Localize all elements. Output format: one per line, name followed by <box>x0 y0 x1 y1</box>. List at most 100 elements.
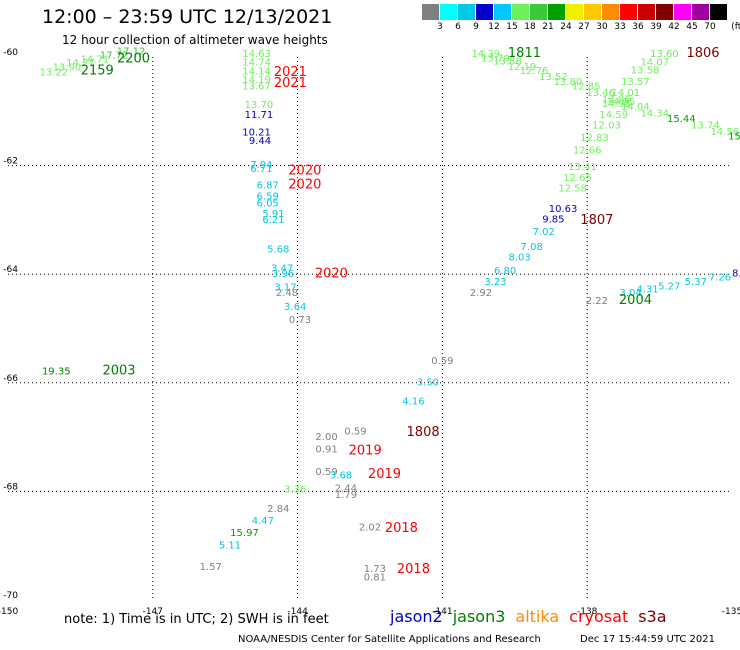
satellite-jason2: jason2 <box>390 607 443 626</box>
wave-height-point: 6.87 <box>257 180 279 191</box>
y-tick-label: -64 <box>3 265 18 275</box>
wave-height-point: 0.91 <box>315 444 337 455</box>
wave-height-point: 2.00 <box>315 432 337 443</box>
wave-height-point: 2.48 <box>276 288 298 299</box>
wave-height-point: 9.44 <box>249 136 271 147</box>
wave-height-point: 2.92 <box>470 288 492 299</box>
scale-swatch <box>656 4 673 20</box>
wave-height-point: 14.39 <box>472 49 501 60</box>
wave-height-point: 15.0 <box>728 132 740 143</box>
time-annotation: 2020 <box>315 266 348 281</box>
time-annotation: 2018 <box>397 562 430 577</box>
chart-title: 12:00 – 23:59 UTC 12/13/2021 <box>42 6 333 28</box>
scale-label: 24 <box>560 22 572 32</box>
wave-height-point: 3.50 <box>417 378 439 389</box>
wave-height-point: 13.88 <box>493 57 522 68</box>
scale-swatch <box>602 4 619 20</box>
scale-label: 45 <box>686 22 698 32</box>
wave-height-point: 14.01 <box>611 88 640 99</box>
scale-label: 18 <box>524 22 536 32</box>
wave-height-point: 7.94 <box>250 160 272 171</box>
scale-label: 12 <box>488 22 500 32</box>
wave-height-point: 13.80 <box>554 77 583 88</box>
scale-unit: (ft) <box>731 22 740 32</box>
scale-label: 39 <box>650 22 662 32</box>
x-tick-label: -138 <box>577 607 598 617</box>
x-tick-label: -147 <box>143 607 163 617</box>
wave-height-point: 14.19 <box>242 75 271 86</box>
time-annotation: 2159 <box>81 63 114 78</box>
scale-label: 27 <box>578 22 590 32</box>
wave-height-point: 12.66 <box>573 146 602 157</box>
wave-height-point: 13.79 <box>481 53 510 64</box>
scale-label: 21 <box>542 22 554 32</box>
wave-height-point: 7.26 <box>709 273 731 284</box>
x-tick-label: -141 <box>432 607 452 617</box>
wave-height-point: 5.68 <box>267 244 289 255</box>
wave-height-point: 12.65 <box>563 173 592 184</box>
scale-swatch <box>422 4 439 20</box>
wave-height-point: 11.71 <box>245 110 274 121</box>
satellite-altika: altika <box>515 607 560 626</box>
wave-height-point: 3.96 <box>272 269 294 280</box>
timestamp-text: Dec 17 15:44:59 UTC 2021 <box>580 634 715 645</box>
wave-height-point: 15.44 <box>667 114 696 125</box>
wave-height-point: 19.35 <box>42 367 71 378</box>
wave-height-point: 13.70 <box>245 100 274 111</box>
scale-swatch <box>494 4 511 20</box>
scale-swatch <box>566 4 583 20</box>
x-tick-label: -135 <box>722 607 740 617</box>
scale-swatch <box>458 4 475 20</box>
wave-height-point: 15.97 <box>230 528 259 539</box>
scale-swatch <box>584 4 601 20</box>
wave-height-point: 2.44 <box>335 483 357 494</box>
wave-height-point: 13.90 <box>53 63 82 74</box>
wave-height-point: 12.85 <box>572 82 601 93</box>
wave-height-point: 2.22 <box>586 296 608 307</box>
wave-height-point: 8.03 <box>508 253 530 264</box>
wave-height-point: 14.34 <box>640 109 669 120</box>
wave-height-point: 14.56 <box>710 127 739 138</box>
satellite-legend: jason2 jason3 altika cryosat s3a <box>390 607 677 626</box>
scale-label: 30 <box>596 22 608 32</box>
time-annotation: 2018 <box>385 521 418 536</box>
wave-height-point: 6.05 <box>257 198 279 209</box>
time-annotation: 2020 <box>288 163 321 178</box>
wave-height-point: 1.79 <box>335 490 357 501</box>
wave-height-point: 10.21 <box>242 128 271 139</box>
scale-swatch <box>674 4 691 20</box>
time-annotation: 2019 <box>368 467 401 482</box>
scale-label: 6 <box>455 22 461 32</box>
wave-height-point: 14.74 <box>242 58 271 69</box>
scale-swatch <box>710 4 727 20</box>
wave-height-point: 14.27 <box>66 58 95 69</box>
wave-height-point: 10.63 <box>549 204 578 215</box>
wave-height-point: 14.95 <box>602 99 631 110</box>
scale-swatch <box>620 4 637 20</box>
wave-height-point: 3.36 <box>284 484 306 495</box>
wave-height-point: 0.59 <box>315 467 337 478</box>
wave-height-point: 12.03 <box>592 121 621 132</box>
wave-height-point: 8. <box>732 268 740 279</box>
wave-height-point: 17.12 <box>117 46 146 57</box>
scale-swatch <box>692 4 709 20</box>
time-annotation: 1806 <box>686 46 719 61</box>
wave-height-point: 14.95 <box>607 97 636 108</box>
scale-label: 3 <box>437 22 443 32</box>
wave-height-point: 13.52 <box>539 72 568 83</box>
wave-height-point: 5.91 <box>262 209 284 220</box>
credit-text: NOAA/NESDIS Center for Satellite Applica… <box>238 634 541 645</box>
wave-height-point: 5.11 <box>219 540 241 551</box>
wave-height-point: 13.60 <box>650 49 679 60</box>
time-annotation: 2019 <box>349 443 382 458</box>
scale-label: 42 <box>668 22 680 32</box>
wave-height-point: 14.63 <box>242 49 271 60</box>
scale-label: 33 <box>614 22 626 32</box>
scale-swatch <box>476 4 493 20</box>
wave-height-point: 17.72 <box>100 51 129 62</box>
x-tick-label: -144 <box>287 607 308 617</box>
wave-height-point: 14.71 <box>81 54 110 65</box>
time-annotation: 1807 <box>580 213 613 228</box>
y-tick-label: -70 <box>3 591 18 601</box>
wave-height-point: 2.02 <box>359 522 381 533</box>
